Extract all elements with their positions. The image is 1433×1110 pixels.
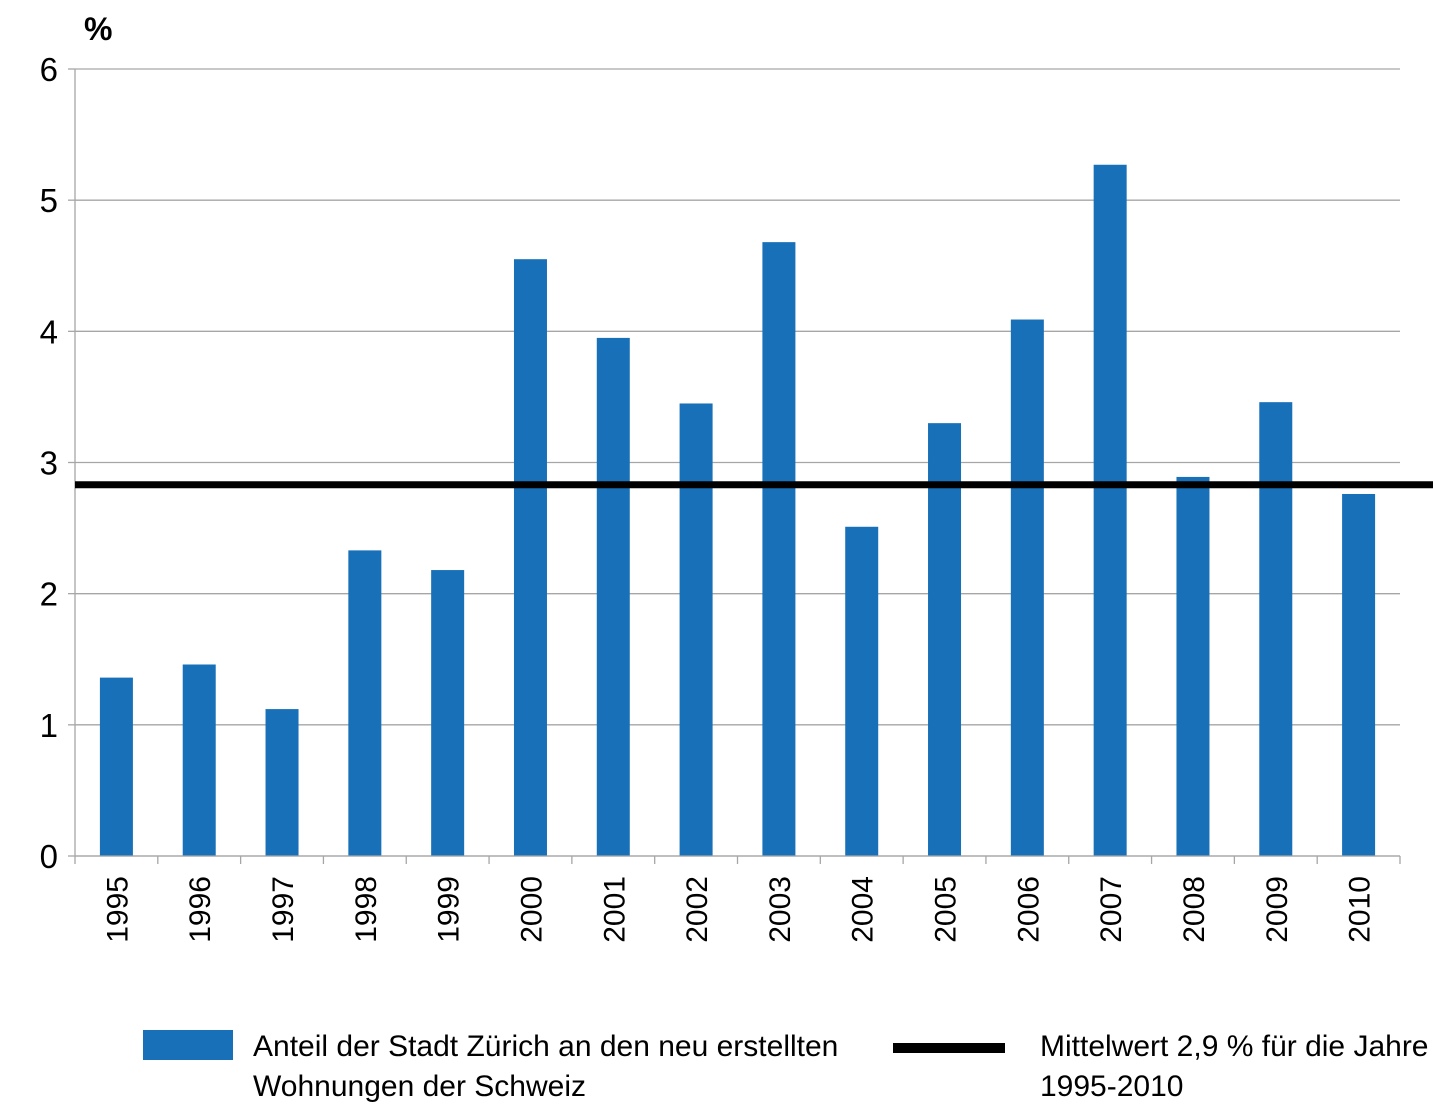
bar [1010,319,1044,856]
x-tick-label: 1995 [101,876,134,943]
x-tick-label: 2002 [681,876,714,943]
y-tick-label: 6 [40,51,58,88]
x-tick-label: 2003 [764,876,797,943]
x-tick-label: 2004 [847,876,880,943]
bar [1259,402,1293,856]
x-tick-label: 2001 [598,876,631,943]
legend-swatch-bar [143,1030,233,1060]
x-tick-label: 1996 [184,876,217,943]
x-tick-label: 2009 [1261,876,1294,943]
x-tick-label: 2007 [1095,876,1128,943]
y-tick-label: 1 [40,707,58,744]
bar [513,259,547,857]
y-tick-label: 4 [40,313,58,350]
x-tick-label: 2000 [515,876,548,943]
bar [99,677,133,856]
legend-swatch-line [893,1043,1005,1053]
bar [596,337,630,856]
bar [431,570,465,856]
x-tick-label: 2006 [1012,876,1045,943]
bar [1176,476,1210,856]
bar [1342,493,1376,856]
bar [928,423,962,856]
legend-label: Anteil der Stadt Zürich an den neu erste… [253,1030,839,1103]
x-tick-label: 1997 [267,876,300,943]
bar [679,403,713,856]
x-tick-label: 2008 [1178,876,1211,943]
y-tick-label: 2 [40,576,58,613]
bar [845,526,879,856]
x-tick-label: 2005 [930,876,963,943]
legend-label: Mittelwert 2,9 % für die Jahre 1995-2010 [1040,1030,1429,1103]
y-tick-label: 3 [40,445,58,482]
x-tick-label: 1998 [350,876,383,943]
chart: % 0 1 2 3 4 5 6 1995 1996 1997 1998 1999 2000 2001 200… [40,11,1433,943]
x-tick-label: 1999 [433,876,466,943]
x-tick-label: 2010 [1344,876,1377,943]
bar [265,709,299,856]
y-tick-label: 5 [40,182,58,219]
bar [348,550,382,856]
bar [1093,164,1127,857]
y-tick-label: 0 [40,838,58,875]
bar [762,242,796,856]
bar [182,664,216,856]
y-unit-label: % [84,11,112,47]
